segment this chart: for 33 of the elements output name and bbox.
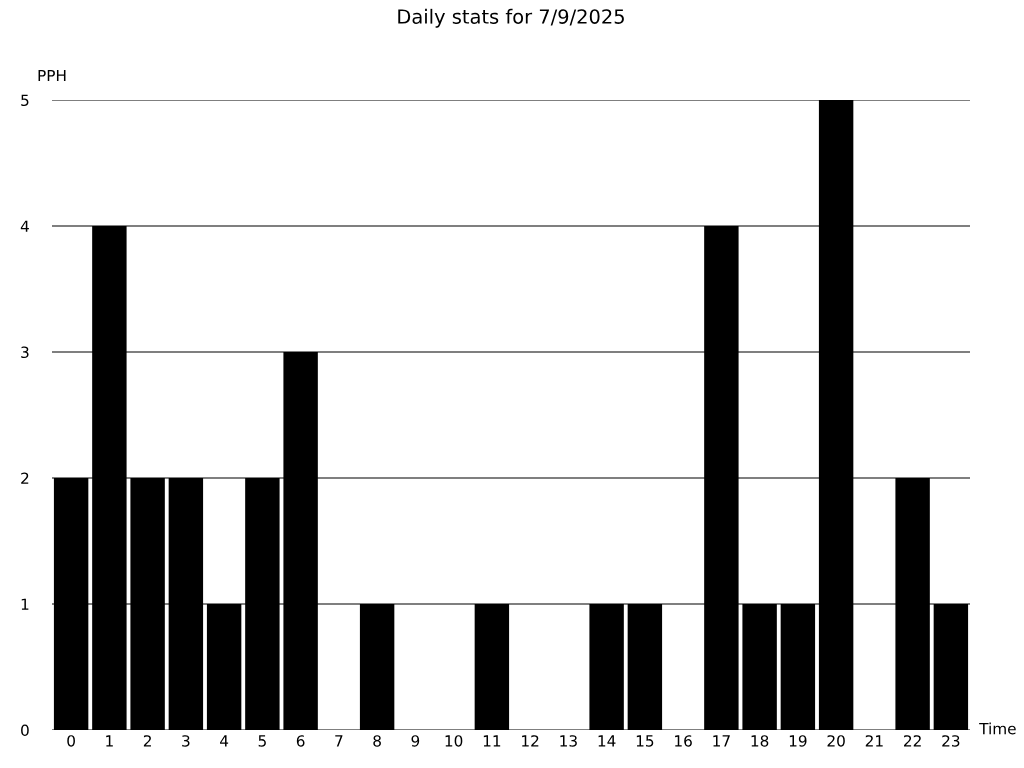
x-tick-label: 19 [789,735,807,747]
y-axis-title: PPH [38,69,66,82]
x-tick-label: 13 [560,735,577,747]
x-tick-label: 7 [335,735,343,747]
y-tick-label: 4 [20,220,29,232]
x-tick-label: 10 [445,735,463,747]
x-axis-title: Time [979,722,1016,735]
x-tick-label: 6 [296,735,305,747]
y-tick-label: 2 [21,472,29,484]
x-tick-label: 12 [522,735,539,747]
x-tick-label: 14 [598,735,616,747]
y-tick-label: 3 [21,346,29,359]
x-tick-label: 22 [904,735,921,747]
x-tick-label: 23 [942,735,960,747]
x-tick-label: 0 [67,735,75,747]
x-tick-label: 3 [182,735,190,747]
x-tick-label: 2 [143,735,151,747]
x-tick-label: 17 [713,735,730,747]
x-tick-label: 21 [865,735,883,747]
x-tick-label: 5 [258,735,266,747]
x-tick-label: 16 [675,735,692,747]
x-tick-label: 11 [483,735,501,747]
y-tick-label: 0 [21,724,29,737]
x-tick-label: 20 [827,735,845,747]
x-tick-label: 9 [411,735,420,747]
x-tick-label: 4 [220,735,229,747]
x-tick-label: 1 [106,735,113,747]
x-tick-label: 18 [751,735,769,747]
x-tick-label: 15 [636,735,654,747]
x-tick-label: 8 [373,735,381,747]
chart-title: Daily stats for 7/9/2025 [398,8,624,28]
y-tick-label: 5 [21,94,29,107]
y-tick-label: 1 [21,598,29,610]
